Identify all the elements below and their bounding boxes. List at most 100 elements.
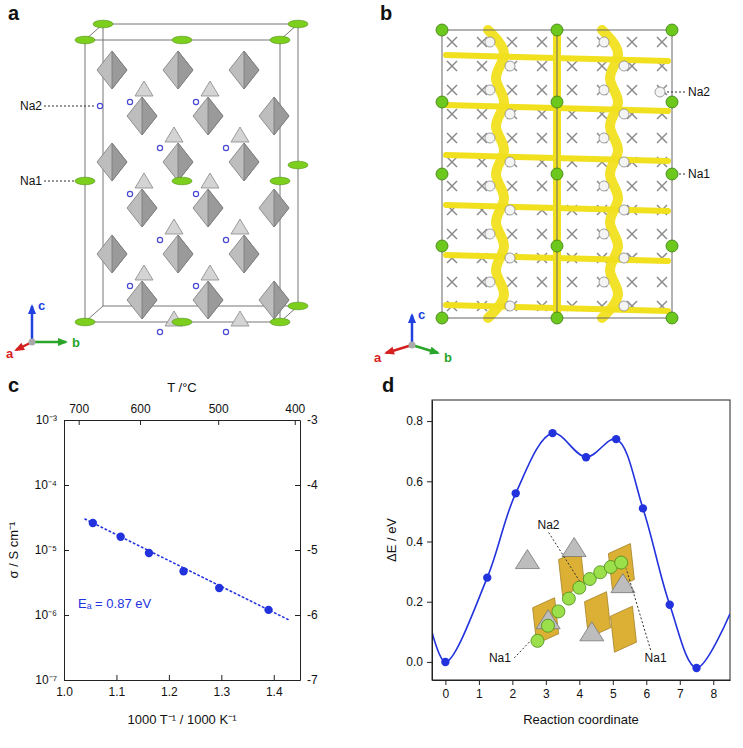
na2-site (97, 103, 102, 108)
na2-site (619, 61, 629, 71)
bond (567, 37, 577, 47)
data-point (612, 435, 620, 443)
tick-label: 1.1 (109, 685, 126, 699)
na2-site (193, 191, 198, 196)
na1-site (436, 168, 448, 180)
panel-b: bNa2Na1abc (374, 2, 710, 365)
tick-label: 4 (576, 687, 583, 701)
x2-axis: 700600500400 (65, 402, 306, 425)
na2-site (599, 277, 609, 287)
bond (657, 277, 667, 287)
na2-site (599, 229, 609, 239)
tick-mark (427, 542, 432, 543)
na2-site (193, 99, 198, 104)
na2-site (619, 205, 629, 215)
data-point (441, 658, 449, 666)
tetrahedron (201, 173, 219, 188)
tick-label: 5 (610, 687, 617, 701)
octahedron-facet (112, 51, 127, 89)
tick-mark (169, 675, 170, 680)
y-axis: 0.00.20.40.60.8 (406, 401, 432, 681)
bond (567, 85, 577, 95)
tick-label: -3 (307, 413, 318, 427)
x-axis: 012345678 (433, 680, 731, 701)
data-point (179, 567, 187, 575)
tick-label: 400 (285, 402, 305, 416)
octahedron (229, 235, 259, 273)
bond (597, 61, 607, 71)
na2-site (599, 85, 609, 95)
bond (447, 181, 457, 191)
figure: aNa2Na1abcbNa2Na1abc1.01.11.21.31.470060… (0, 0, 743, 748)
octahedron (229, 143, 259, 181)
bond (477, 109, 487, 119)
na1-site (666, 312, 678, 324)
leader-line (44, 181, 74, 182)
tick: 10⁻³ (36, 413, 69, 427)
bond (567, 85, 577, 95)
na2-site (485, 181, 495, 191)
leader-line (626, 569, 650, 650)
tick: 0.2 (406, 595, 432, 609)
bond (627, 181, 637, 191)
octahedron (259, 189, 289, 227)
tick-mark (646, 680, 647, 685)
na1-site (270, 318, 290, 326)
bond (447, 85, 457, 95)
tick-mark (64, 680, 69, 681)
tick-label: 0.0 (406, 655, 423, 669)
tick-label: 700 (69, 402, 89, 416)
tick-mark (479, 680, 480, 685)
tick: 0.8 (406, 414, 432, 428)
na2-site (599, 133, 609, 143)
bond (657, 133, 667, 143)
bond (507, 85, 517, 95)
na2-site (619, 157, 629, 167)
na2-site (127, 283, 132, 288)
bond (507, 229, 517, 239)
tick: 4 (576, 680, 583, 701)
channel (488, 30, 504, 318)
na2-site (599, 181, 609, 191)
octahedron (97, 51, 127, 89)
tick: 0.0 (406, 655, 432, 669)
polyhedra (97, 51, 289, 335)
axis-title: ΔE / eV (384, 518, 399, 562)
bond (507, 181, 517, 191)
tick: 10⁻⁷ (35, 673, 69, 687)
bond (447, 229, 457, 239)
data-point (582, 453, 590, 461)
channel (602, 30, 618, 318)
triad-label: a (6, 346, 14, 361)
tick-mark (680, 680, 681, 685)
na1-site (75, 177, 95, 185)
na2-site (505, 205, 515, 215)
data-point (692, 664, 700, 672)
bond (627, 133, 637, 143)
na2-site (223, 329, 228, 334)
tick-mark (295, 420, 300, 421)
tetrahedron (201, 81, 219, 96)
bond (537, 181, 547, 191)
tetrahedron (231, 127, 249, 142)
bond (447, 277, 457, 287)
bond (567, 133, 577, 143)
na2-site (127, 99, 132, 104)
tick-mark (79, 420, 80, 425)
octahedron-facet (274, 97, 289, 135)
na2-site (157, 329, 162, 334)
tetrahedron (165, 219, 183, 234)
triad-arrowhead (408, 313, 416, 323)
octahedron-facet (244, 51, 259, 89)
tick: 0.6 (406, 475, 432, 489)
tick-label: 1 (476, 687, 483, 701)
tick-mark (218, 420, 219, 425)
tick-mark (427, 662, 432, 663)
triad-label: c (418, 307, 425, 322)
axis-triad: abc (6, 298, 80, 361)
conduction-channels (446, 30, 668, 318)
polyhedron (611, 574, 635, 593)
na1-site (288, 302, 308, 310)
tick-mark (295, 680, 300, 681)
tick-mark (512, 680, 513, 685)
